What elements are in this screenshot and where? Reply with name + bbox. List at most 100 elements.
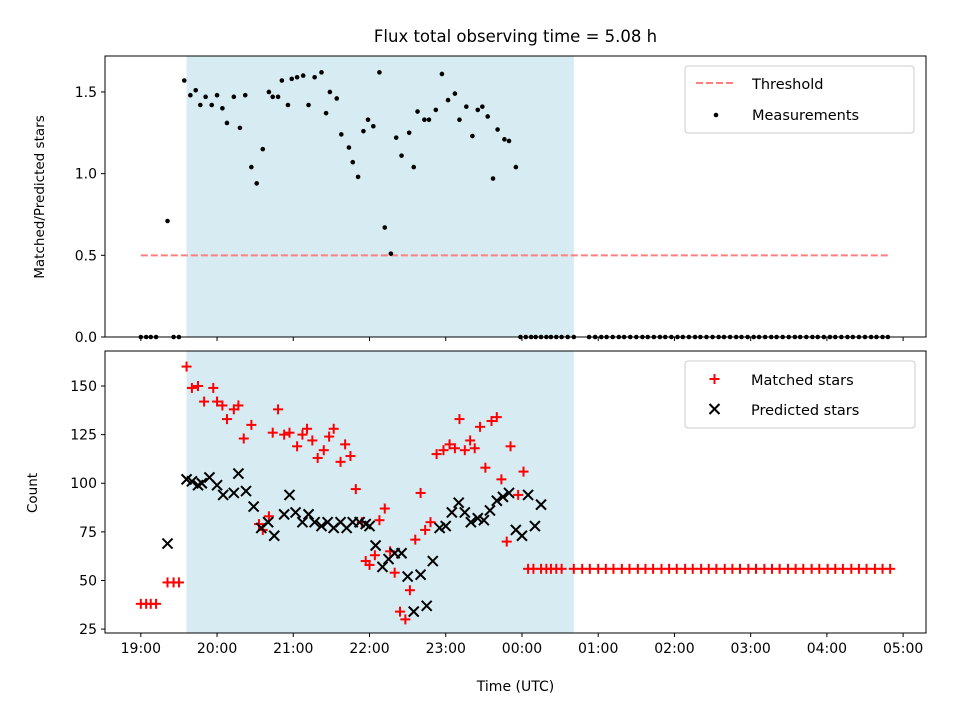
data-point: [399, 153, 404, 158]
data-point: [377, 70, 382, 75]
data-point-x: [262, 516, 274, 528]
data-point-plus: [369, 550, 380, 561]
x-tick-label: 21:00: [273, 641, 313, 657]
data-point-x: [522, 489, 534, 501]
data-point-plus: [335, 456, 346, 467]
data-point-x: [478, 514, 490, 526]
data-point-plus: [454, 414, 465, 425]
data-point-plus: [345, 451, 356, 462]
data-point: [193, 88, 199, 93]
data-point: [388, 251, 394, 256]
data-point-plus: [217, 400, 228, 411]
data-point-plus: [431, 449, 442, 460]
data-point: [214, 92, 220, 98]
legend: Matched stars Predicted stars: [684, 360, 916, 429]
data-point: [361, 128, 366, 134]
y-tick-label: 125: [70, 428, 97, 444]
legend-predicted-swatch: [708, 403, 721, 415]
data-point-plus: [263, 511, 274, 522]
data-point-plus: [292, 441, 303, 452]
data-point-plus: [273, 404, 284, 415]
x-tick-label: 22:00: [349, 641, 389, 657]
x-tick-label: 03:00: [730, 641, 770, 657]
data-point-x: [446, 506, 458, 519]
data-point: [406, 130, 412, 136]
data-point: [165, 218, 170, 224]
data-point: [365, 117, 371, 123]
data-point: [339, 132, 344, 137]
data-point-plus: [233, 400, 244, 411]
data-point-plus: [221, 414, 232, 425]
x-tick-label: 04:00: [807, 641, 847, 657]
data-point-x: [308, 516, 321, 528]
data-point-plus: [501, 536, 512, 547]
data-point-plus: [444, 439, 455, 450]
data-point-plus: [608, 563, 619, 574]
data-point: [203, 94, 208, 100]
data-point-plus: [734, 563, 745, 574]
data-point: [350, 159, 356, 165]
data-point-plus: [774, 563, 785, 574]
data-point: [411, 164, 417, 170]
data-point-plus: [400, 614, 411, 625]
data-point-x: [420, 600, 433, 612]
data-point-plus: [279, 429, 290, 440]
data-point-plus: [312, 452, 323, 463]
data-point: [495, 127, 500, 132]
y-tick-label: 75: [79, 525, 97, 541]
data-point-plus: [374, 515, 385, 526]
data-point-plus: [410, 534, 421, 545]
star-count-chart: Count Time (UTC) 25 50 75 100 125 150 19:00 20:…: [25, 350, 927, 695]
shaded-observing-span: [186, 56, 574, 337]
data-point-x: [247, 500, 260, 513]
legend-matched-swatch: [709, 374, 720, 384]
data-point-plus: [415, 487, 426, 498]
flux-ratio-chart: Flux total observing time = 5.08 h Match…: [32, 27, 927, 346]
data-point-x: [491, 495, 503, 507]
data-point-x: [240, 485, 252, 497]
data-point-x: [408, 605, 420, 618]
data-point: [506, 138, 512, 144]
series-predicted-stars: [161, 467, 547, 618]
data-point-plus: [486, 416, 497, 427]
data-point-plus: [212, 396, 223, 407]
y-tick-label: 1.0: [75, 167, 97, 183]
data-point: [319, 70, 324, 75]
data-point: [289, 76, 295, 82]
data-point-plus: [395, 606, 406, 617]
data-point-plus: [671, 563, 682, 574]
data-point: [371, 123, 376, 129]
data-point: [312, 74, 317, 80]
chart-title: Flux total observing time = 5.08 h: [374, 27, 657, 46]
data-point-plus: [238, 433, 249, 444]
data-point-plus: [328, 423, 339, 434]
data-point-plus: [568, 563, 579, 574]
data-point-x: [161, 537, 174, 550]
data-point-plus: [267, 427, 278, 438]
data-point-x: [217, 489, 229, 501]
data-point: [470, 133, 475, 139]
data-point-x: [465, 516, 477, 528]
data-point-plus: [449, 443, 460, 454]
plot-area: 25 50 75 100 125 150 19:00 20:00 21:00 22:00 23:00…: [70, 350, 927, 657]
data-point: [513, 164, 519, 170]
data-point-x: [302, 508, 315, 521]
data-point: [393, 135, 399, 140]
data-point-x: [395, 547, 408, 559]
y-tick-label: 1.5: [75, 85, 97, 101]
x-tick-label: 19:00: [121, 641, 161, 657]
data-point-plus: [379, 503, 390, 514]
data-point: [355, 174, 361, 180]
x-tick-label: 02:00: [654, 641, 694, 657]
data-point-plus: [480, 462, 491, 473]
data-point: [231, 94, 237, 100]
data-point-x: [503, 487, 515, 499]
data-point-plus: [491, 412, 502, 423]
legend-frame: [684, 65, 915, 134]
data-point: [237, 125, 243, 131]
data-point-x: [440, 520, 452, 532]
y-axis-label: Count: [25, 473, 41, 513]
data-point-x: [228, 487, 240, 499]
data-point-plus: [186, 382, 197, 393]
data-point-plus: [496, 474, 507, 485]
